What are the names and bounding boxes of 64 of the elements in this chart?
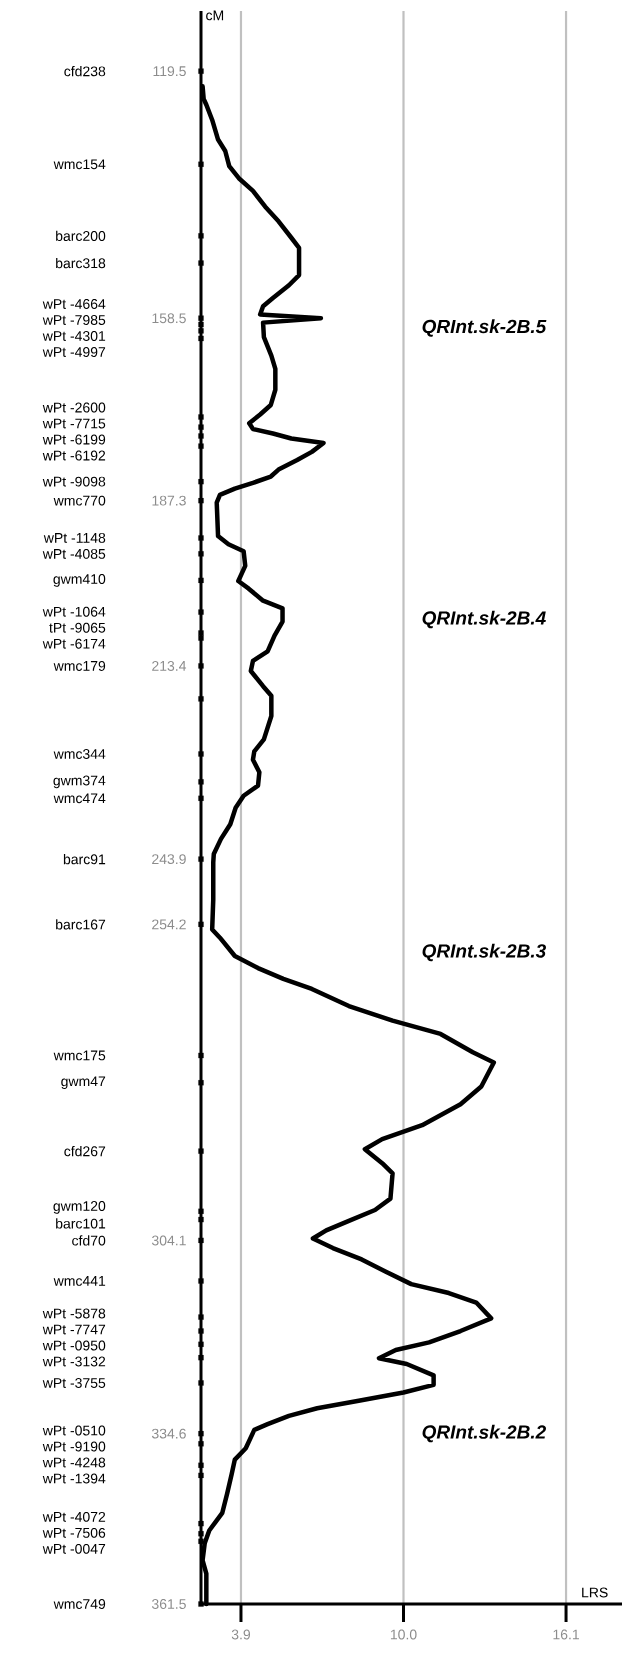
text: wPt -7747 [42, 1324, 106, 1335]
text: barc318 [56, 257, 106, 269]
text: gwm374 [53, 775, 106, 789]
text: wPt -6199 [42, 434, 106, 445]
text: wPt -1064 [42, 606, 106, 617]
y-tick-label: 213.4 [152, 660, 187, 671]
y-tick-label: 158.5 [152, 313, 186, 324]
text: wmc154 [53, 159, 106, 170]
text: wPt -4997 [42, 347, 106, 357]
text: wmc344 [53, 749, 106, 759]
text: wPt -4072 [42, 1511, 106, 1522]
text: wPt -2600 [42, 402, 106, 413]
x-tick-label: 3.9 [231, 1629, 251, 1640]
text: wmc474 [53, 793, 106, 804]
text: wPt -1394 [42, 1473, 106, 1484]
text: wPt -4301 [42, 331, 106, 341]
x-tick-label: 10.0 [390, 1629, 417, 1640]
y-tick-label: 243.9 [152, 854, 186, 865]
text: wPt -7506 [42, 1527, 106, 1538]
text: wPt -0047 [42, 1543, 106, 1554]
text: cfd267 [64, 1145, 106, 1157]
text: wmc175 [53, 1050, 106, 1061]
text: wPt -3132 [42, 1356, 106, 1367]
y-tick-label: 304.1 [151, 1235, 186, 1246]
text: wPt -0510 [42, 1425, 106, 1436]
annotation: QRInt.sk-2B.3 [422, 943, 546, 962]
x-axis-title: LRS [582, 1587, 608, 1598]
text: wPt -7985 [42, 315, 106, 325]
y-axis-title: cM [206, 10, 224, 21]
text: wPt -7715 [42, 418, 106, 429]
text: wPt -9190 [42, 1441, 106, 1452]
y-tick-label: 254.2 [152, 919, 186, 930]
text: cfd70 [72, 1235, 106, 1246]
text: gwm120 [53, 1201, 106, 1214]
y-tick-label: 187.3 [152, 495, 186, 506]
text: wPt -4085 [42, 548, 106, 559]
text: wPt -4248 [42, 1457, 106, 1468]
text: wPt -3755 [42, 1377, 106, 1388]
annotation: QRInt.sk-2B.4 [422, 610, 546, 629]
y-tick-label: 119.5 [153, 66, 186, 77]
text: barc91 [63, 853, 106, 865]
text: gwm47 [61, 1076, 106, 1089]
text: barc167 [56, 919, 106, 930]
text: wPt -1148 [43, 532, 106, 543]
text: wPt -5878 [42, 1308, 106, 1319]
text: wmc749 [53, 1599, 106, 1609]
text: wmc179 [53, 660, 106, 671]
text: wPt -6192 [42, 450, 106, 461]
y-tick-label: 334.6 [151, 1428, 186, 1439]
text: barc101 [56, 1218, 106, 1229]
x-tick-label: 16.1 [553, 1629, 579, 1640]
text: wPt -0950 [42, 1340, 106, 1351]
text: tPt -9065 [49, 622, 106, 633]
text: gwm410 [53, 574, 106, 587]
y-tick-label: 361.5 [151, 1599, 186, 1609]
text: barc200 [56, 230, 106, 241]
text: wmc441 [53, 1276, 106, 1286]
text: wPt -9098 [42, 476, 106, 487]
text: cfd238 [64, 66, 106, 77]
text: wPt -4664 [42, 299, 106, 309]
text: wmc770 [53, 495, 106, 506]
annotation: QRInt.sk-2B.2 [422, 1424, 546, 1443]
annotation: QRInt.sk-2B.5 [422, 319, 547, 337]
text: wPt -6174 [42, 638, 106, 649]
